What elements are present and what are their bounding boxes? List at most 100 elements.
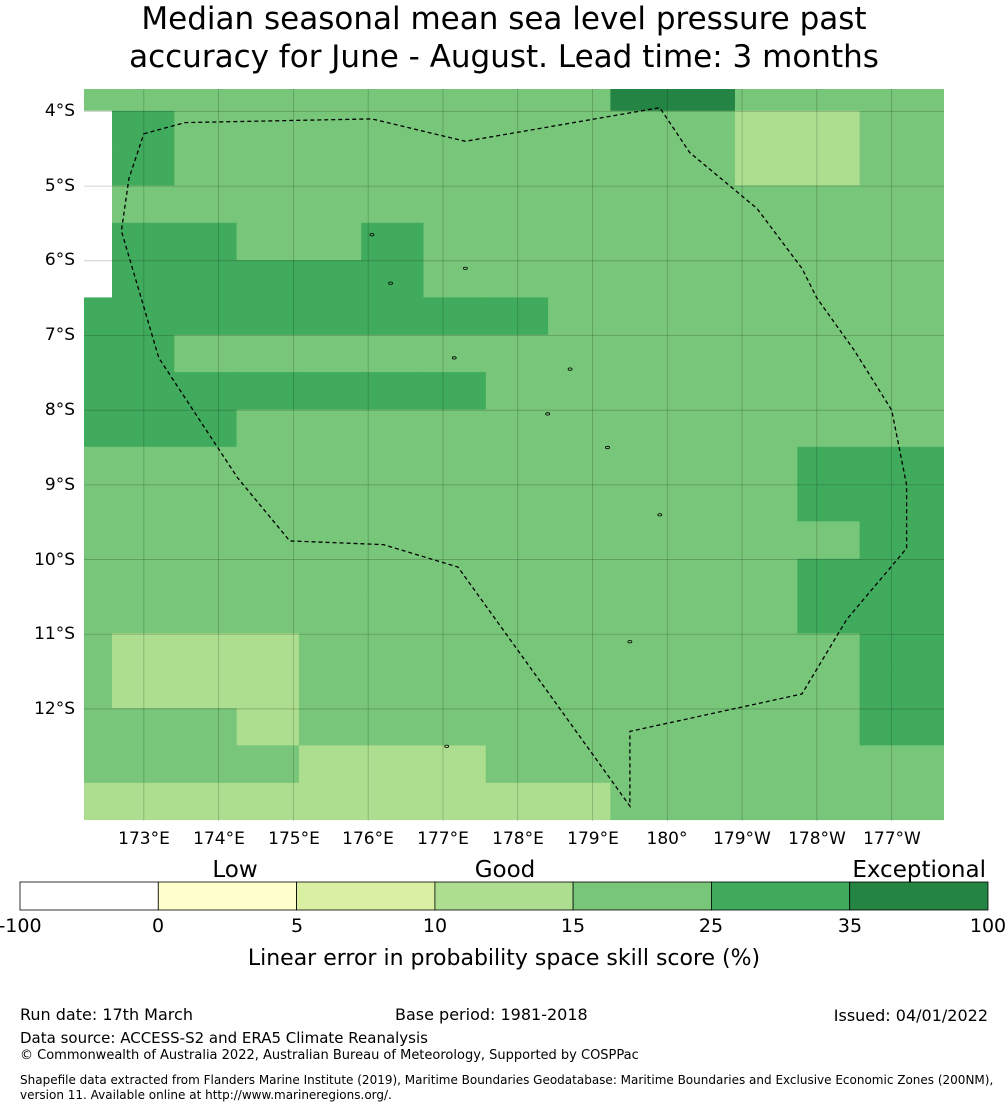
grid-cell bbox=[610, 446, 674, 485]
grid-cell bbox=[859, 372, 923, 410]
grid-cell bbox=[610, 110, 674, 149]
grid-cell bbox=[735, 372, 798, 410]
grid-cell bbox=[236, 596, 300, 634]
grid-cell bbox=[735, 446, 798, 485]
grid-cell bbox=[548, 633, 611, 672]
grid-cell bbox=[84, 89, 113, 112]
grid-cell bbox=[423, 372, 487, 410]
grid-cell bbox=[298, 596, 362, 634]
grid-cell bbox=[485, 820, 549, 821]
grid-cell bbox=[984, 260, 1008, 298]
grid-cell bbox=[797, 670, 861, 709]
grid-cell bbox=[361, 820, 425, 821]
grid-cell bbox=[298, 260, 362, 298]
grid-cell bbox=[236, 148, 300, 186]
grid-cell bbox=[174, 185, 238, 224]
grid-cell bbox=[548, 334, 611, 373]
grid-cell bbox=[485, 633, 549, 672]
grid-cell bbox=[112, 446, 175, 485]
grid-cell bbox=[84, 633, 113, 672]
grid-cell bbox=[298, 372, 362, 410]
grid-cell bbox=[236, 89, 300, 112]
lon-label: 179°W bbox=[713, 829, 771, 849]
grid-cell bbox=[610, 260, 674, 298]
grid-cell bbox=[797, 89, 861, 112]
grid-cell bbox=[984, 820, 1008, 858]
grid-cell bbox=[361, 521, 425, 560]
grid-cell bbox=[921, 110, 944, 149]
grid-cell bbox=[485, 185, 549, 224]
grid-cell bbox=[485, 372, 549, 410]
grid-cell bbox=[735, 222, 798, 261]
grid-cell bbox=[174, 148, 238, 186]
island-outline bbox=[627, 640, 633, 644]
grid-cell bbox=[797, 484, 861, 522]
grid-cell bbox=[610, 745, 674, 784]
grid-cell bbox=[672, 260, 736, 298]
lat-label: 12°S bbox=[34, 699, 75, 719]
grid-cell bbox=[921, 484, 944, 522]
grid-cell bbox=[361, 334, 425, 373]
island-outline bbox=[369, 233, 375, 237]
grid-cell bbox=[984, 185, 1008, 223]
issued-date: Issued: 04/01/2022 bbox=[833, 1006, 988, 1025]
grid-cell bbox=[672, 222, 736, 261]
grid-cell bbox=[735, 484, 798, 522]
grid-cell bbox=[361, 409, 425, 448]
island-outline bbox=[462, 266, 468, 270]
grid-cell bbox=[735, 334, 798, 373]
grid-cell bbox=[361, 558, 425, 597]
grid-cell bbox=[921, 745, 944, 784]
grid-cell bbox=[423, 148, 487, 186]
grid-cell bbox=[298, 185, 362, 224]
grid-cell bbox=[84, 745, 113, 784]
grid-cell bbox=[236, 446, 300, 485]
grid-cell bbox=[84, 446, 113, 485]
grid-cell bbox=[236, 558, 300, 597]
colorbar-tick: 100 bbox=[970, 915, 1006, 937]
shapefile-note: Shapefile data extracted from Flanders M… bbox=[20, 1073, 994, 1102]
grid-cell bbox=[672, 372, 736, 410]
grid-cell bbox=[797, 745, 861, 784]
colorbar-tick: 0 bbox=[152, 915, 164, 937]
grid-cell bbox=[112, 745, 175, 784]
lon-label: 178°W bbox=[788, 829, 846, 849]
grid-cell bbox=[485, 222, 549, 261]
grid-cell bbox=[84, 334, 113, 373]
grid-cell bbox=[423, 521, 487, 560]
grid-cell bbox=[174, 334, 238, 373]
grid-cell bbox=[236, 670, 300, 709]
lat-label: 11°S bbox=[34, 624, 75, 644]
lat-label: 8°S bbox=[45, 400, 75, 420]
lat-label: 5°S bbox=[45, 176, 75, 196]
grid-cell bbox=[797, 409, 861, 448]
grid-cell bbox=[548, 260, 611, 298]
grid-cell bbox=[984, 521, 1008, 559]
grid-cell bbox=[112, 372, 175, 410]
grid-cell bbox=[548, 222, 611, 261]
grid-cell bbox=[84, 820, 113, 821]
grid-cell bbox=[112, 670, 175, 709]
grid-cell bbox=[921, 185, 944, 224]
grid-cell bbox=[672, 820, 736, 821]
grid-cell bbox=[859, 185, 923, 224]
grid-cell bbox=[797, 558, 861, 597]
colorbar-tick: 25 bbox=[699, 915, 723, 937]
grid-cell bbox=[548, 89, 611, 112]
longitude-labels: 173°E 174°E 175°E 176°E 177°E 178°E 179°… bbox=[118, 829, 921, 849]
eez-boundary bbox=[120, 106, 908, 809]
grid-cell bbox=[859, 110, 923, 149]
lon-label: 177°W bbox=[863, 829, 921, 849]
island-outline bbox=[444, 744, 450, 748]
grid-cell bbox=[984, 484, 1008, 522]
grid-cell bbox=[859, 297, 923, 336]
grid-cell bbox=[610, 820, 674, 821]
grid-cell bbox=[84, 409, 113, 448]
grid-cell bbox=[548, 297, 611, 336]
grid-cell bbox=[610, 222, 674, 261]
grid-cell bbox=[672, 185, 736, 224]
grid-cell bbox=[298, 409, 362, 448]
grid-cell bbox=[485, 148, 549, 186]
colorbar-tick: 10 bbox=[423, 915, 447, 937]
grid-cell bbox=[859, 558, 923, 597]
